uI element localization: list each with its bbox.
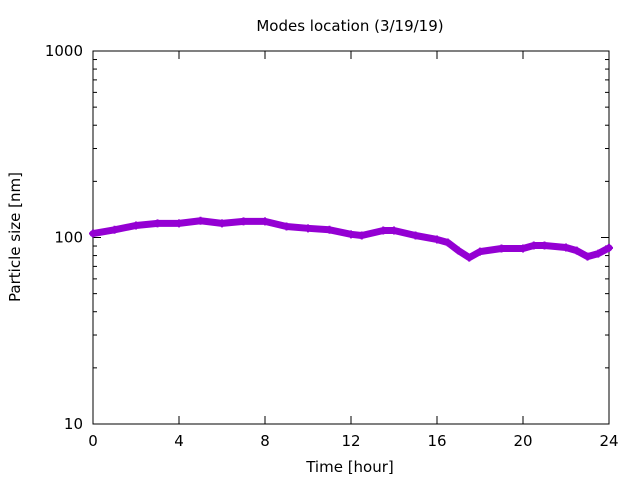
x-tick-label: 20	[513, 432, 532, 450]
data-point	[282, 222, 291, 231]
data-point	[433, 235, 441, 244]
data-point	[261, 217, 269, 226]
data-point	[357, 231, 366, 240]
series-line	[89, 217, 613, 262]
x-tick-label: 12	[341, 432, 360, 450]
data-point	[347, 230, 355, 239]
x-tick-label: 24	[599, 432, 618, 450]
y-tick-label: 100	[54, 229, 83, 247]
data-point	[583, 252, 592, 261]
x-tick-label: 0	[88, 432, 98, 450]
data-point	[390, 226, 398, 235]
data-point	[196, 216, 205, 225]
x-tick-label: 16	[427, 432, 446, 450]
y-tick-label: 10	[64, 415, 83, 433]
x-tick-label: 4	[174, 432, 184, 450]
y-tick-label: 1000	[45, 42, 83, 60]
x-axis-label: Time [hour]	[305, 458, 394, 476]
data-point	[175, 219, 183, 228]
data-point	[325, 225, 334, 234]
data-point	[454, 246, 463, 255]
data-point	[594, 249, 603, 258]
data-point	[465, 253, 474, 262]
x-tick-label: 8	[260, 432, 270, 450]
data-point	[218, 219, 226, 228]
data-point	[89, 229, 97, 238]
data-point	[540, 241, 549, 250]
data-point	[519, 244, 527, 253]
data-point	[605, 243, 613, 252]
data-point	[411, 231, 420, 240]
data-point	[476, 247, 484, 256]
data-point	[239, 217, 248, 226]
data-point	[443, 238, 452, 247]
data-point	[379, 226, 388, 235]
data-point	[153, 219, 162, 228]
y-axis-label: Particle size [nm]	[6, 172, 24, 302]
data-point	[132, 221, 140, 230]
data-point	[562, 243, 570, 252]
data-point	[110, 225, 119, 234]
data-point	[497, 244, 506, 253]
data-point	[572, 246, 581, 255]
data-point	[304, 224, 312, 233]
chart-title: Modes location (3/19/19)	[256, 17, 443, 35]
data-point	[529, 241, 538, 250]
